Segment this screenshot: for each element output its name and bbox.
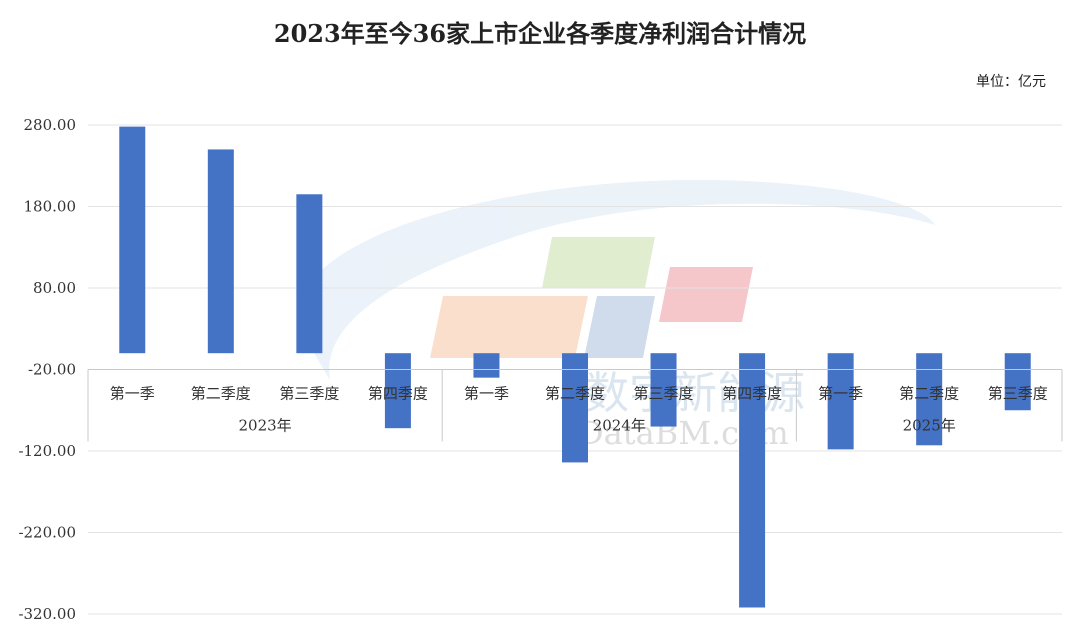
bar-series (119, 126, 1031, 608)
x-tick-label: 第四季度 (368, 385, 428, 403)
bar (562, 353, 588, 463)
x-tick-label: 第三季度 (988, 385, 1048, 403)
x-group-label: 2024年 (593, 417, 646, 435)
unit-label: 单位：亿元 (976, 74, 1046, 90)
y-tick-label: -220.00 (18, 524, 76, 542)
bar (650, 353, 677, 427)
y-tick-label: 180.00 (24, 198, 77, 216)
x-tick-label: 第四季度 (722, 385, 782, 403)
y-tick-label: -120.00 (18, 442, 76, 460)
watermark-tile-orange (430, 296, 588, 358)
y-tick-label: -320.00 (18, 605, 76, 623)
x-tick-label: 第一季 (464, 385, 509, 403)
y-tick-label: -20.00 (28, 361, 76, 379)
watermark-tile-green (542, 237, 655, 288)
bar (119, 126, 146, 354)
x-tick-label: 第三季度 (279, 385, 339, 403)
x-group-label: 2025年 (903, 417, 956, 435)
bar (739, 353, 766, 608)
watermark-tile-blue (584, 296, 655, 358)
x-group-label: 2023年 (238, 417, 291, 435)
y-tick-label: 80.00 (33, 279, 76, 297)
x-tick-label: 第二季度 (545, 385, 605, 403)
x-tick-label: 第一季 (110, 385, 155, 403)
watermark-swoosh (297, 179, 935, 380)
x-tick-label: 第二季度 (899, 385, 959, 403)
x-tick-label: 第三季度 (634, 385, 694, 403)
watermark-text-cn: 数字新能源 (585, 368, 805, 419)
x-tick-label: 第一季 (818, 385, 863, 403)
x-tick-label: 第二季度 (191, 385, 251, 403)
bar (296, 194, 323, 354)
bar (207, 149, 234, 354)
y-tick-label: 280.00 (24, 116, 77, 134)
bar (384, 353, 411, 429)
chart-title: 2023年至今36家上市企业各季度净利润合计情况 (273, 19, 807, 48)
bar (916, 353, 943, 446)
bar (1004, 353, 1031, 411)
bar (473, 353, 500, 378)
category-axis: 第一季 第二季度 第三季度 第四季度 第一季 第二季度 第三季度 第四季度 第一季 第二季度 第三季… (87, 369, 1063, 442)
y-axis-ticks: 280.00 180.00 80.00 -20.00 -120.00 -220.00 -32… (18, 116, 76, 623)
watermark-tile-red (659, 267, 753, 322)
